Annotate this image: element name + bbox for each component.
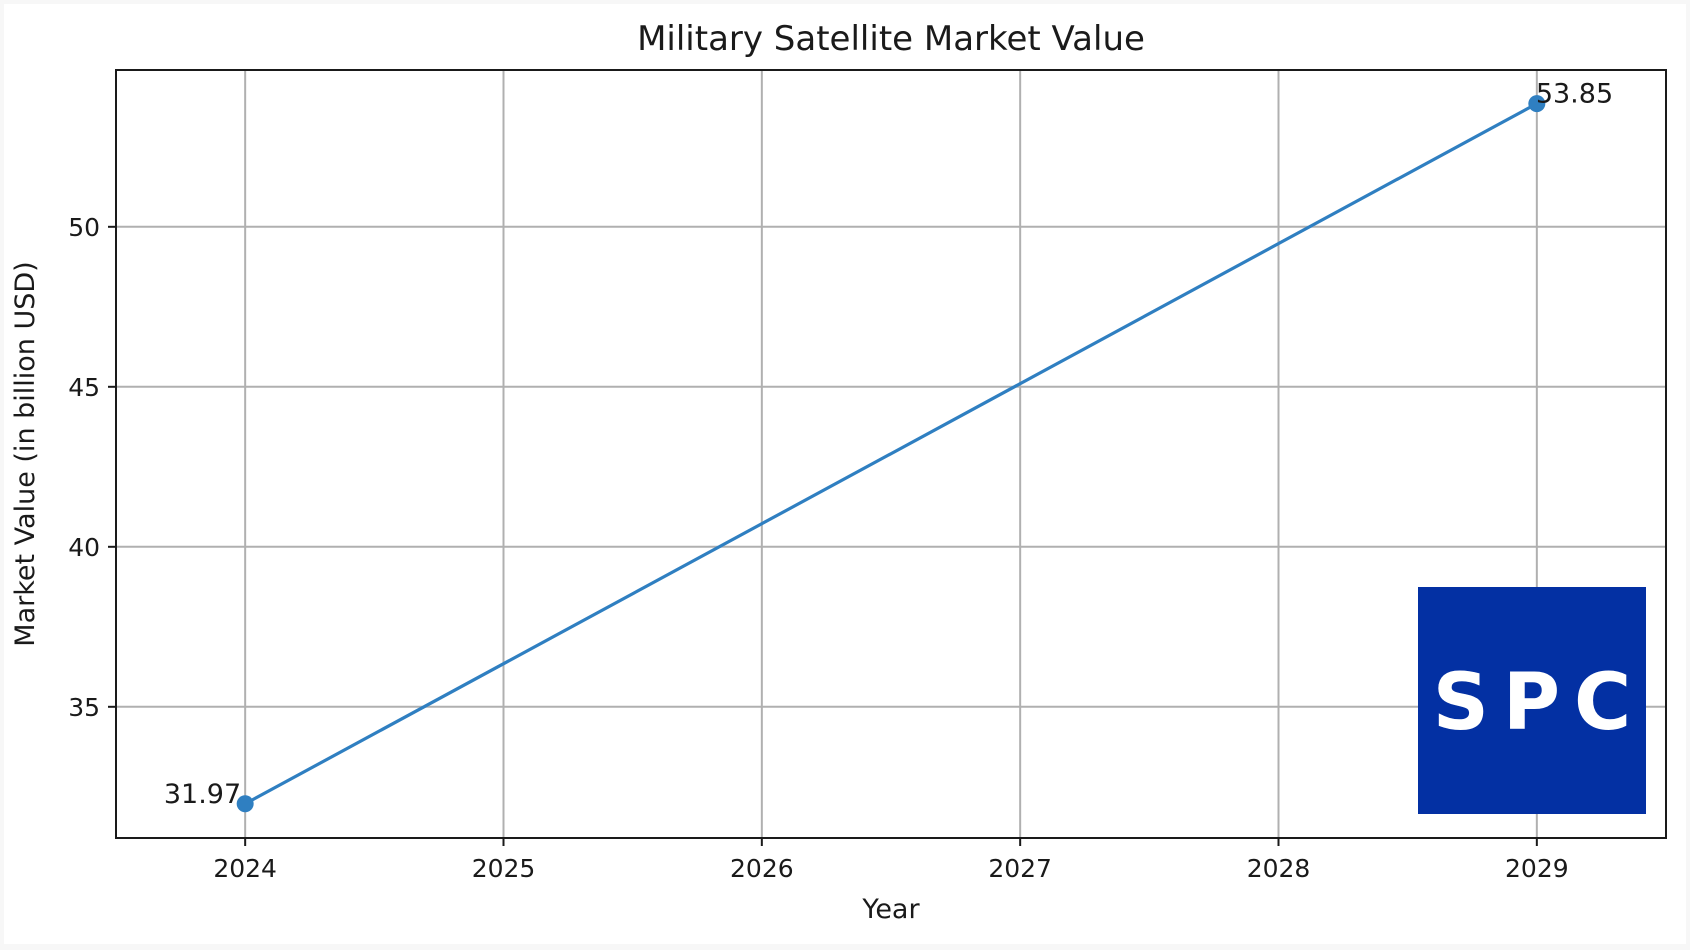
plot-area-frame [115,69,1667,839]
axis-ticks: 2024 2025 2026 2027 2028 2029 35 40 45 50 [68,213,1568,883]
spc-logo-text: SPC [1433,658,1646,748]
y-axis-label: Market Value (in billion USD) [10,261,41,646]
x-tick-label: 2029 [1505,854,1569,883]
x-tick-label: 2025 [472,854,536,883]
x-tick-label: 2027 [988,854,1052,883]
data-label: 31.97 [164,779,241,810]
x-tick-label: 2026 [730,854,794,883]
spc-logo: SPC [1418,587,1646,814]
x-axis-label: Year [861,894,920,925]
data-point-marker [1528,95,1546,113]
y-tick-label: 40 [68,533,100,562]
y-tick-label: 50 [68,213,100,242]
series-layer [236,95,1546,813]
data-labels: 31.97 53.85 [164,79,1613,810]
x-tick-label: 2028 [1247,854,1311,883]
grid [116,70,1666,838]
chart-title: Military Satellite Market Value [637,19,1145,59]
data-label: 53.85 [1536,79,1613,110]
x-tick-label: 2024 [213,854,277,883]
data-point-marker [236,795,254,813]
series-line [244,102,1538,806]
y-tick-label: 35 [68,693,100,722]
figure-canvas [4,4,1686,944]
spc-logo-background [1418,587,1646,814]
y-tick-label: 45 [68,373,100,402]
